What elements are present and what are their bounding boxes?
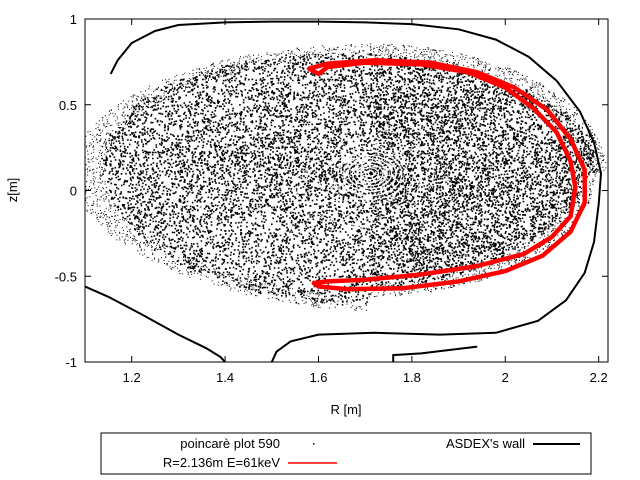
y-tick-label: -0.5 bbox=[55, 269, 77, 284]
legend-dot bbox=[313, 443, 315, 445]
asdex-wall-bottom-right-line bbox=[392, 345, 478, 362]
plot-area bbox=[85, 20, 607, 362]
flux-ring bbox=[347, 157, 393, 190]
y-tick-label: 1 bbox=[70, 12, 77, 27]
asdex-wall-left-line bbox=[85, 285, 226, 362]
y-tick-label: -1 bbox=[65, 355, 77, 370]
flux-ring bbox=[364, 169, 375, 178]
poincare-dots bbox=[85, 43, 607, 311]
legend-label-poincare: poincarè plot 590 bbox=[180, 436, 280, 451]
flux-ring bbox=[360, 166, 380, 181]
flux-ring bbox=[317, 137, 423, 211]
x-tick-label: 1.2 bbox=[123, 370, 141, 385]
x-tick-label: 2 bbox=[502, 370, 509, 385]
x-tick-label: 2.2 bbox=[590, 370, 608, 385]
flux-ring bbox=[351, 160, 388, 187]
orbit-red-line bbox=[306, 57, 587, 292]
y-axis-label: z[m] bbox=[5, 178, 20, 203]
flux-ring-outer bbox=[280, 105, 448, 251]
legend-swatch-poincare bbox=[313, 443, 315, 445]
flux-ring bbox=[337, 150, 403, 197]
x-tick-label: 1.6 bbox=[309, 370, 327, 385]
legend-label-wall: ASDEX's wall bbox=[446, 436, 525, 451]
x-axis-label: R [m] bbox=[330, 402, 361, 417]
flux-ring-outer bbox=[251, 85, 465, 271]
flux-ring bbox=[331, 147, 408, 201]
legend-box bbox=[100, 432, 592, 475]
flux-ring bbox=[305, 129, 435, 219]
flux-ring bbox=[356, 163, 384, 184]
asdex-wall-main-line bbox=[109, 20, 603, 362]
x-tick-label: 1.4 bbox=[216, 370, 234, 385]
poincare-dot-cloud bbox=[85, 43, 607, 311]
legend: poincarè plot 590 ASDEX's wall R=2.136m … bbox=[100, 432, 592, 475]
x-tick-label: 1.8 bbox=[403, 370, 421, 385]
y-tick-label: 0 bbox=[70, 184, 77, 199]
flux-ring bbox=[291, 119, 449, 229]
flux-ring bbox=[343, 154, 397, 193]
y-tick-label: 0.5 bbox=[59, 98, 77, 113]
y-axis-ticks: 1 0.5 0 -0.5 -1 bbox=[55, 12, 608, 370]
x-axis-ticks: 1.2 1.4 1.6 1.8 2 2.2 bbox=[123, 19, 608, 385]
legend-label-orbit: R=2.136m E=61keV bbox=[163, 455, 280, 470]
flux-ring bbox=[325, 143, 414, 205]
